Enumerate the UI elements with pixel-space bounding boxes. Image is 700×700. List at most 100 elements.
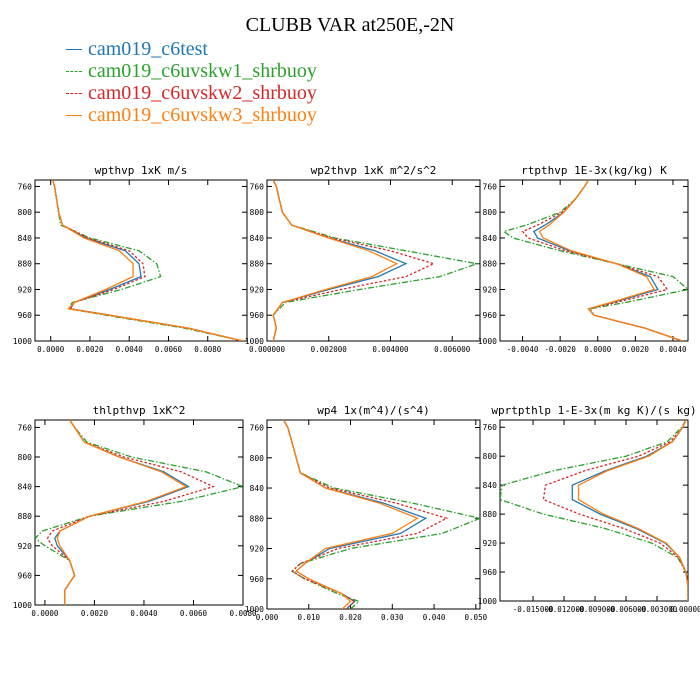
- series-line: [532, 180, 683, 341]
- y-tick-label: 840: [18, 234, 33, 243]
- y-tick-label: 920: [483, 539, 498, 548]
- x-tick-label: -0.0020: [544, 345, 576, 354]
- plot-frame: [499, 419, 689, 602]
- y-tick-label: 800: [483, 452, 498, 461]
- y-tick-label: 840: [18, 483, 33, 492]
- y-tick-label: 1000: [245, 337, 264, 346]
- chart-panel: thlpthvp 1xK^276080084088092096010000.00…: [13, 404, 257, 618]
- y-tick-label: 880: [250, 514, 265, 523]
- chart-panel: rtpthvp 1E-3x(kg/kg) K 760 800 840 880 920 960…: [478, 164, 689, 354]
- x-tick-label: -0.006000: [606, 605, 647, 614]
- y-tick-label: 840: [483, 234, 498, 243]
- x-tick-label: 0.0060: [180, 609, 208, 618]
- chart-title: rtpthvp 1E-3x(kg/kg) K: [521, 164, 667, 177]
- y-tick-label: 920: [18, 542, 33, 551]
- x-tick-label: -0.012000: [544, 605, 585, 614]
- legend-item: cam019_c6uvskw2_shrbuoy: [66, 82, 317, 104]
- plot-frame: [499, 179, 689, 342]
- series-line: [542, 420, 688, 601]
- y-tick-label: 800: [250, 454, 265, 463]
- y-tick-label: 880: [18, 260, 33, 269]
- x-tick-label: 0.020: [339, 613, 362, 622]
- series-line: [46, 420, 216, 605]
- x-tick-label: -0.009000: [575, 605, 616, 614]
- series-line: [52, 180, 244, 341]
- y-tick-label: 1000: [13, 601, 32, 610]
- y-tick-label: 760: [483, 182, 498, 191]
- y-tick-label: 760: [250, 182, 265, 191]
- x-tick-label: 0.050: [465, 613, 488, 622]
- chart-title: wp2thvp 1xK m^2/s^2: [311, 164, 437, 177]
- x-tick-label: 0.0000: [37, 345, 65, 354]
- legend-label: cam019_c6uvskw3_shrbuoy: [88, 104, 317, 126]
- series-line: [272, 180, 436, 341]
- series-line: [272, 180, 480, 341]
- x-tick-label: 0.010: [297, 613, 320, 622]
- x-tick-label: -0.015000: [513, 605, 554, 614]
- legend-label: cam019_c6uvskw1_shrbuoy: [88, 60, 317, 82]
- series-line: [52, 180, 244, 341]
- series-line: [577, 420, 688, 601]
- legend-swatch: [66, 114, 82, 116]
- x-tick-label: 0.006000: [434, 345, 471, 354]
- series-line: [283, 420, 449, 609]
- legend-label: cam019_c6test: [88, 38, 208, 60]
- series-line: [272, 180, 399, 341]
- y-tick-label: 920: [250, 285, 265, 294]
- y-tick-label: 960: [18, 311, 33, 320]
- legend-label: cam019_c6uvskw2_shrbuoy: [88, 82, 317, 104]
- chart-title: wp4 1x(m^4)/(s^4): [317, 404, 430, 417]
- x-tick-label: 0.000000: [249, 345, 286, 354]
- chart-panel: wprtpthlp 1-E-3x(m kg K)/(s kg) 760 800 840…: [478, 404, 700, 614]
- series-line: [521, 180, 683, 341]
- y-tick-label: 760: [250, 424, 265, 433]
- series-line: [56, 420, 188, 605]
- y-tick-label: 840: [250, 484, 265, 493]
- x-tick-label: 0.0080: [194, 345, 222, 354]
- x-tick-label: 0.002000: [311, 345, 348, 354]
- y-tick-label: 760: [483, 423, 498, 432]
- series-line: [502, 180, 688, 341]
- y-tick-label: 880: [250, 260, 265, 269]
- legend-swatch: [66, 70, 82, 72]
- y-tick-label: 920: [483, 285, 498, 294]
- y-tick-label: 840: [250, 234, 265, 243]
- series-line: [52, 180, 244, 341]
- chart-title: wpthvp 1xK m/s: [95, 164, 188, 177]
- chart-panel: wp2thvp 1xK m^2/s^2 760 800 840 880 920 960 100…: [245, 164, 481, 354]
- y-tick-label: 800: [483, 208, 498, 217]
- y-tick-label: 960: [250, 575, 265, 584]
- y-tick-label: 920: [18, 285, 33, 294]
- y-tick-label: 1000: [478, 597, 497, 606]
- legend-item: cam019_c6uvskw1_shrbuoy: [66, 60, 317, 82]
- y-tick-label: 1000: [478, 337, 497, 346]
- legend-item: cam019_c6test: [66, 38, 317, 60]
- y-tick-label: 960: [18, 571, 33, 580]
- y-tick-label: 960: [483, 311, 498, 320]
- series-line: [571, 420, 688, 601]
- x-tick-label: 0.0060: [155, 345, 183, 354]
- x-tick-label: 0.0040: [116, 345, 144, 354]
- x-tick-label: 0.0040: [130, 609, 158, 618]
- x-tick-label: 0.000: [256, 613, 279, 622]
- series-line: [35, 420, 243, 605]
- y-tick-label: 800: [18, 453, 33, 462]
- series-line: [283, 420, 428, 609]
- y-tick-label: 800: [18, 208, 33, 217]
- chart-panel: wp4 1x(m^4)/(s^4)76080084088092096010000…: [245, 404, 488, 622]
- x-tick-label: 0.0040: [659, 345, 687, 354]
- plot-frame: [34, 179, 248, 342]
- x-tick-label: -0.0040: [507, 345, 539, 354]
- y-tick-label: 880: [18, 512, 33, 521]
- y-tick-label: 920: [250, 545, 265, 554]
- x-tick-label: 0.0020: [622, 345, 650, 354]
- page-title: CLUBB VAR at250E,-2N: [245, 14, 455, 36]
- y-tick-label: 1000: [245, 605, 264, 614]
- x-tick-label: 0.0000: [584, 345, 612, 354]
- y-tick-label: 1000: [13, 337, 32, 346]
- legend-swatch: [66, 48, 82, 50]
- x-tick-label: 0.004000: [372, 345, 409, 354]
- chart-title: thlpthvp 1xK^2: [93, 404, 186, 417]
- chart-panel: wpthvp 1xK m/s 760 800 840 880 920 960 1000 0.00…: [13, 164, 248, 354]
